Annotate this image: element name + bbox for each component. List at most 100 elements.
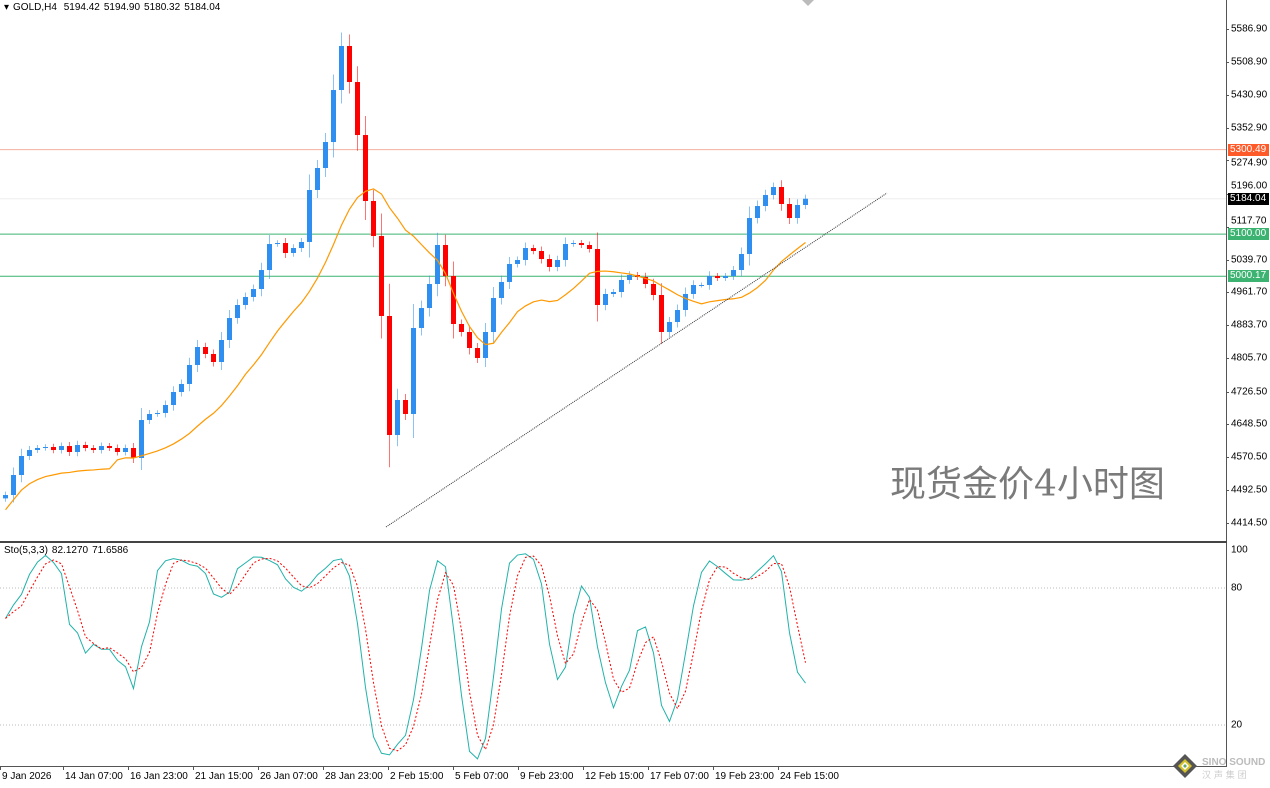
open-value: 5194.42 <box>63 2 100 13</box>
bear-candle <box>587 244 592 249</box>
time-tick <box>518 766 519 770</box>
bear-candle <box>83 445 88 448</box>
time-tick <box>63 766 64 770</box>
bull-candle <box>251 289 256 297</box>
bull-candle <box>691 285 696 294</box>
price-tick-label: 4961.70 <box>1231 286 1268 298</box>
time-tick-label: 28 Jan 23:00 <box>325 771 383 782</box>
bear-candle <box>443 244 448 276</box>
trendline <box>385 192 888 528</box>
bull-candle <box>163 405 168 413</box>
bear-candle <box>531 248 536 252</box>
time-tick <box>128 766 129 770</box>
bull-candle <box>619 280 624 293</box>
bull-candle <box>187 364 192 384</box>
pane-separator[interactable] <box>0 541 1227 543</box>
price-tick-label: 4492.50 <box>1231 484 1268 496</box>
bull-candle <box>435 244 440 285</box>
watermark-text: 现货金价4小时图 <box>890 464 1165 505</box>
bull-candle <box>571 243 576 245</box>
bull-candle <box>603 293 608 305</box>
chart-shift-marker-icon[interactable] <box>802 0 814 6</box>
bull-candle <box>27 450 32 457</box>
high-value: 5194.90 <box>103 2 141 13</box>
price-tick <box>1226 193 1229 195</box>
stochastic-level-label: 100 <box>1231 544 1248 556</box>
bull-candle <box>731 270 736 276</box>
time-tick <box>778 766 779 770</box>
stochastic-level-label: 80 <box>1231 582 1243 594</box>
time-tick <box>583 766 584 770</box>
bull-candle <box>499 281 504 298</box>
time-tick <box>713 766 714 770</box>
bear-candle <box>379 236 384 316</box>
bull-candle <box>419 308 424 328</box>
time-tick-label: 14 Jan 07:00 <box>65 771 123 782</box>
price-level-label: 5184.04 <box>1228 192 1269 205</box>
time-tick-label: 24 Feb 15:00 <box>780 771 839 782</box>
bear-candle <box>51 446 56 451</box>
logo-icon: SINO SOUND 汉 声 集 团 <box>1173 754 1265 781</box>
price-tick-label: 5352.90 <box>1231 122 1268 134</box>
bull-candle <box>763 195 768 207</box>
price-tick-label: 5430.90 <box>1231 89 1268 101</box>
price-tick <box>1226 522 1229 524</box>
time-tick-label: 9 Jan 2026 <box>2 771 52 782</box>
bull-candle <box>11 475 16 496</box>
price-chart[interactable] <box>0 0 1226 540</box>
time-tick <box>453 766 454 770</box>
bear-candle <box>595 248 600 305</box>
bull-candle <box>235 304 240 319</box>
bull-candle <box>315 168 320 190</box>
low-value: 5180.32 <box>144 2 181 13</box>
bull-candle <box>747 218 752 255</box>
moving-average-line <box>5 188 806 511</box>
bull-candle <box>267 244 272 271</box>
bull-candle <box>523 248 528 260</box>
bear-candle <box>451 275 456 324</box>
bear-candle <box>347 45 352 83</box>
time-tick-label: 19 Feb 23:00 <box>715 771 774 782</box>
bull-candle <box>507 263 512 282</box>
price-tick-label: 4570.50 <box>1231 451 1268 463</box>
time-tick <box>0 766 1 770</box>
stochastic-main-value: 82.1270 <box>51 545 89 556</box>
bull-candle <box>219 340 224 362</box>
bull-candle <box>307 189 312 242</box>
stochastic-signal-value: 71.6586 <box>92 545 129 556</box>
bull-candle <box>123 447 128 452</box>
bear-candle <box>651 284 656 296</box>
price-tick <box>1226 490 1229 492</box>
bull-candle <box>75 445 80 452</box>
stochastic-chart[interactable] <box>0 544 1226 766</box>
bull-candle <box>243 296 248 305</box>
bull-candle <box>627 274 632 281</box>
bear-candle <box>107 446 112 448</box>
time-tick <box>388 766 389 770</box>
price-tick <box>1226 29 1229 30</box>
price-tick-label: 5586.90 <box>1231 23 1268 35</box>
bear-candle <box>539 251 544 260</box>
bull-candle <box>339 45 344 91</box>
bull-candle <box>395 400 400 436</box>
bear-candle <box>475 348 480 358</box>
bull-candle <box>675 310 680 323</box>
price-tick-label: 5039.70 <box>1231 254 1268 266</box>
bear-candle <box>579 243 584 245</box>
dropdown-triangle-icon[interactable]: ▾ <box>4 2 10 13</box>
price-tick-label: 4648.50 <box>1231 418 1268 430</box>
price-tick <box>1226 94 1229 96</box>
bull-candle <box>427 284 432 309</box>
bull-candle <box>323 142 328 169</box>
bull-candle <box>291 248 296 253</box>
stochastic-signal-line <box>5 555 806 752</box>
bull-candle <box>195 346 200 365</box>
time-tick-label: 5 Feb 07:00 <box>455 771 509 782</box>
bull-candle <box>43 446 48 448</box>
price-tick <box>1226 424 1229 426</box>
time-tick <box>323 766 324 770</box>
bull-candle <box>299 241 304 249</box>
bull-candle <box>795 204 800 219</box>
stochastic-label: Sto(5,3,3) <box>4 545 48 556</box>
bull-candle <box>411 327 416 414</box>
